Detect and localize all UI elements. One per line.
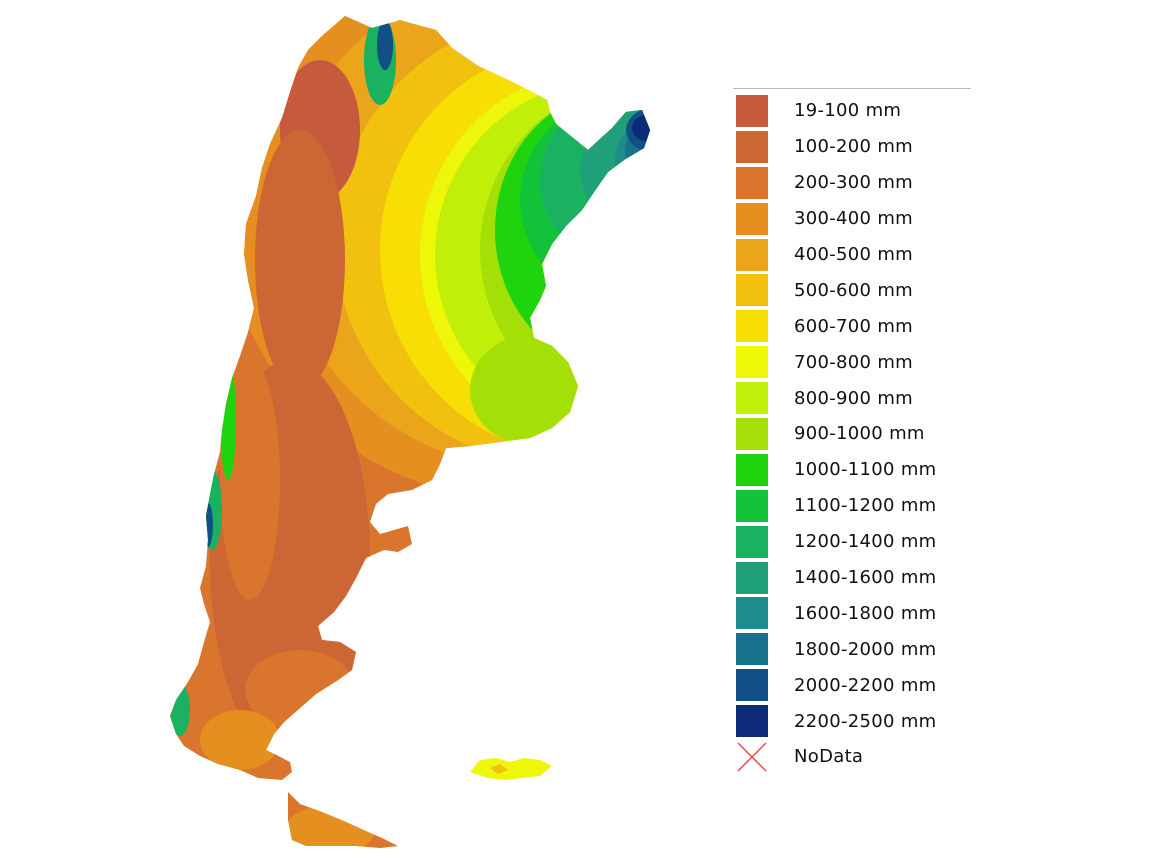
legend-label: 500-600 mm bbox=[794, 279, 913, 301]
legend-item: 400-500 mm bbox=[733, 237, 971, 273]
legend-item: 1200-1400 mm bbox=[733, 524, 971, 560]
legend-item: 700-800 mm bbox=[733, 344, 971, 380]
legend-label: 1600-1800 mm bbox=[794, 602, 937, 624]
malvinas-islands bbox=[470, 758, 552, 780]
legend-swatch bbox=[736, 525, 768, 558]
legend: 19-100 mm 100-200 mm 200-300 mm 300-400 mm 4… bbox=[733, 88, 971, 775]
legend-label: 1800-2000 mm bbox=[794, 638, 937, 660]
legend-swatch bbox=[736, 453, 768, 486]
legend-item: 2000-2200 mm bbox=[733, 667, 971, 703]
legend-item: 200-300 mm bbox=[733, 165, 971, 201]
legend-item: 2200-2500 mm bbox=[733, 703, 971, 739]
legend-swatch bbox=[736, 94, 768, 127]
legend-label: 19-100 mm bbox=[794, 100, 902, 122]
legend-label-nodata: NoData bbox=[794, 746, 864, 768]
legend-swatch bbox=[736, 310, 768, 343]
legend-swatch bbox=[736, 633, 768, 666]
legend-swatch bbox=[736, 238, 768, 271]
legend-item: 1600-1800 mm bbox=[733, 595, 971, 631]
legend-swatch bbox=[736, 705, 768, 738]
legend-item: 19-100 mm bbox=[733, 93, 971, 129]
legend-item: 500-600 mm bbox=[733, 272, 971, 308]
legend-label: 1100-1200 mm bbox=[794, 495, 937, 517]
legend-label: 100-200 mm bbox=[794, 136, 913, 158]
legend-label: 1200-1400 mm bbox=[794, 531, 937, 553]
legend-item-nodata: NoData bbox=[733, 739, 971, 775]
legend-item: 1800-2000 mm bbox=[733, 631, 971, 667]
legend-swatch bbox=[736, 561, 768, 594]
legend-label: 900-1000 mm bbox=[794, 423, 925, 445]
legend-swatch bbox=[736, 669, 768, 702]
legend-label: 800-900 mm bbox=[794, 387, 913, 409]
legend-label: 2000-2200 mm bbox=[794, 674, 937, 696]
legend-swatch bbox=[736, 489, 768, 522]
legend-item: 300-400 mm bbox=[733, 201, 971, 237]
legend-swatch bbox=[736, 166, 768, 199]
legend-label: 600-700 mm bbox=[794, 315, 913, 337]
legend-label: 400-500 mm bbox=[794, 244, 913, 265]
legend-swatch bbox=[736, 382, 768, 415]
legend-item: 100-200 mm bbox=[733, 129, 971, 165]
legend-label: 700-800 mm bbox=[794, 351, 913, 373]
legend-item: 1000-1100 mm bbox=[733, 452, 971, 488]
legend-swatch bbox=[736, 130, 768, 163]
nodata-x-icon bbox=[737, 742, 767, 772]
legend-label: 2200-2500 mm bbox=[794, 710, 937, 732]
legend-item: 600-700 mm bbox=[733, 308, 971, 344]
legend-item: 1100-1200 mm bbox=[733, 488, 971, 524]
legend-swatch bbox=[736, 274, 768, 307]
legend-label: 1400-1600 mm bbox=[794, 567, 937, 589]
legend-swatch bbox=[736, 417, 768, 450]
legend-swatch bbox=[736, 346, 768, 379]
legend-swatch bbox=[736, 202, 768, 235]
legend-swatch bbox=[736, 597, 768, 630]
legend-label: 300-400 mm bbox=[794, 208, 913, 230]
legend-item: 900-1000 mm bbox=[733, 416, 971, 452]
legend-item: 1400-1600 mm bbox=[733, 560, 971, 596]
legend-label: 200-300 mm bbox=[794, 172, 913, 194]
legend-label: 1000-1100 mm bbox=[794, 459, 937, 481]
legend-item: 800-900 mm bbox=[733, 380, 971, 416]
